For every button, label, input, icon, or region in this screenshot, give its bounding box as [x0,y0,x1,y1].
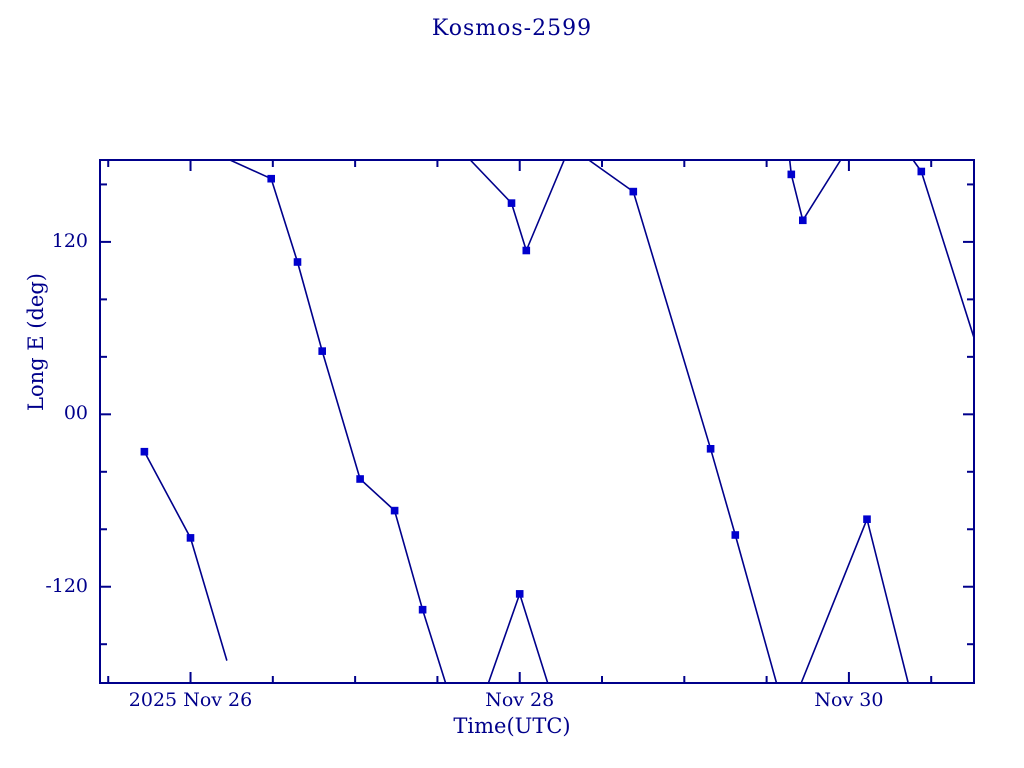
data-point-marker [731,531,740,539]
data-point-marker [267,174,276,183]
x-tick-label: Nov 30 [814,689,884,711]
data-point-marker [706,444,715,453]
data-point-marker [787,170,796,179]
tick-marks [100,160,974,683]
data-point-marker [515,590,524,598]
series-line [143,450,228,661]
series-line [588,160,778,683]
series-line [788,160,842,222]
series-line [487,593,549,683]
y-tick-label: -120 [45,574,88,597]
data-point-marker [356,475,364,483]
data-point-marker [982,371,989,378]
data-point-marker [186,534,195,542]
chart-title: Kosmos-2599 [431,16,593,41]
data-point-marker [318,347,327,355]
y-tick-label: 00 [63,402,88,425]
x-axis-title: Time(UTC) [453,714,571,738]
data-point-marker [995,415,1002,422]
data-point-marker [629,187,638,196]
series-line [912,160,974,341]
x-tick-label: 2025 Nov 26 [128,689,253,711]
data-point-marker [863,515,871,524]
data-point-marker [140,447,149,456]
data-point-marker [917,167,926,176]
series-line [800,518,909,683]
series-line [229,160,447,683]
data-point-marker [390,506,399,515]
x-tick-label: Nov 28 [485,689,555,711]
data-point-marker [418,605,427,614]
data-point-marker [293,258,302,266]
y-tick-label: 120 [51,229,88,252]
series-line [469,160,565,252]
plot-frame [99,159,975,684]
data-point-marker [522,246,531,255]
data-point-marker [507,199,516,207]
data-series-group [140,160,1002,683]
data-point-marker [798,216,807,225]
